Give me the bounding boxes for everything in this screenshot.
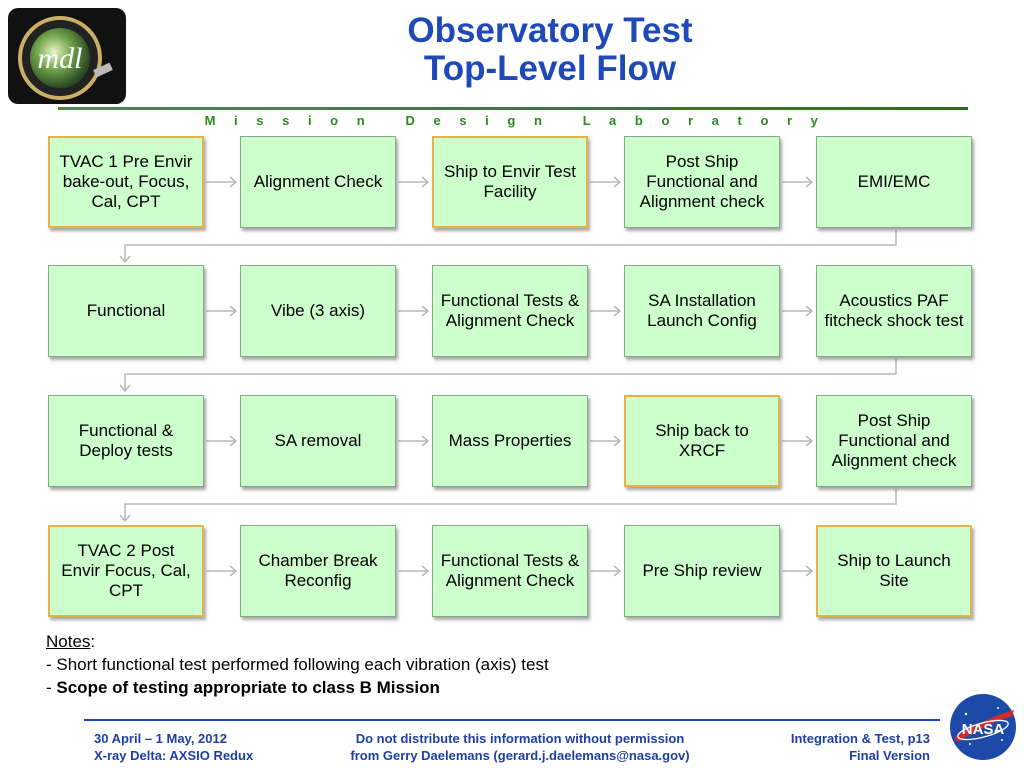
subtitle: M i s s i o n D e s i g n L a b o r a t … bbox=[204, 113, 826, 128]
note-item-2: - Scope of testing appropriate to class … bbox=[46, 676, 549, 699]
title-line-1: Observatory Test bbox=[407, 11, 693, 50]
note-item-1: - Short functional test performed follow… bbox=[46, 655, 549, 674]
flow-step-ship-to-launch: Ship to Launch Site bbox=[816, 525, 972, 617]
footer-date: 30 April – 1 May, 2012 bbox=[94, 731, 227, 746]
flow-step-functional-tests: Functional Tests & Alignment Check bbox=[432, 265, 588, 357]
footer-center: Do not distribute this information witho… bbox=[300, 730, 740, 764]
connector-arrow bbox=[124, 489, 897, 521]
notes: Notes: - Short functional test performed… bbox=[46, 630, 549, 699]
mdl-logo-icon: mdl bbox=[8, 8, 126, 104]
flow-step-post-ship-functional-2: Post Ship Functional and Alignment check bbox=[816, 395, 972, 487]
note-item-2-bold: Scope of testing appropriate to class B … bbox=[56, 678, 440, 697]
flow-step-tvac2: TVAC 2 Post Envir Focus, Cal, CPT bbox=[48, 525, 204, 617]
footer-disclaimer: Do not distribute this information witho… bbox=[355, 731, 685, 746]
flow-step-emi-emc: EMI/EMC bbox=[816, 136, 972, 228]
footer-contact: from Gerry Daelemans (gerard.j.daelemans… bbox=[350, 748, 690, 763]
flow-step-pre-ship-review: Pre Ship review bbox=[624, 525, 780, 617]
flow-step-mass-properties: Mass Properties bbox=[432, 395, 588, 487]
flow-step-tvac1: TVAC 1 Pre Envir bake-out, Focus, Cal, C… bbox=[48, 136, 204, 228]
flow-step-alignment-check: Alignment Check bbox=[240, 136, 396, 228]
footer-right: Integration & Test, p13 Final Version bbox=[740, 730, 930, 764]
footer-version: Final Version bbox=[849, 748, 930, 763]
footer-left: 30 April – 1 May, 2012 X-ray Delta: AXSI… bbox=[94, 730, 253, 764]
nasa-logo-icon: NASA bbox=[950, 694, 1016, 760]
footer-page: Integration & Test, p13 bbox=[790, 731, 930, 746]
nasa-logo-text: NASA bbox=[962, 721, 1005, 738]
flow-step-functional: Functional bbox=[48, 265, 204, 357]
page-title: Observatory Test Top-Level Flow bbox=[250, 12, 850, 88]
notes-heading: Notes bbox=[46, 632, 91, 651]
connector-arrow bbox=[124, 230, 897, 262]
title-divider bbox=[58, 107, 968, 110]
flow-step-sa-removal: SA removal bbox=[240, 395, 396, 487]
flow-step-chamber-break: Chamber Break Reconfig bbox=[240, 525, 396, 617]
logo-text: mdl bbox=[38, 42, 83, 75]
flow-step-functional-tests-2: Functional Tests & Alignment Check bbox=[432, 525, 588, 617]
note-item-2-prefix: - bbox=[46, 678, 57, 697]
notes-colon: : bbox=[90, 632, 96, 651]
connector-arrow bbox=[124, 359, 897, 391]
title-line-2: Top-Level Flow bbox=[423, 49, 677, 88]
footer-divider bbox=[84, 719, 940, 721]
flow-step-sa-installation: SA Installation Launch Config bbox=[624, 265, 780, 357]
flow-step-ship-to-envir: Ship to Envir Test Facility bbox=[432, 136, 588, 228]
flow-step-vibe: Vibe (3 axis) bbox=[240, 265, 396, 357]
flow-step-functional-deploy: Functional & Deploy tests bbox=[48, 395, 204, 487]
flow-step-acoustics: Acoustics PAF fitcheck shock test bbox=[816, 265, 972, 357]
flow-step-ship-back-xrcf: Ship back to XRCF bbox=[624, 395, 780, 487]
footer-project: X-ray Delta: AXSIO Redux bbox=[94, 748, 254, 763]
flow-step-post-ship-functional: Post Ship Functional and Alignment check bbox=[624, 136, 780, 228]
